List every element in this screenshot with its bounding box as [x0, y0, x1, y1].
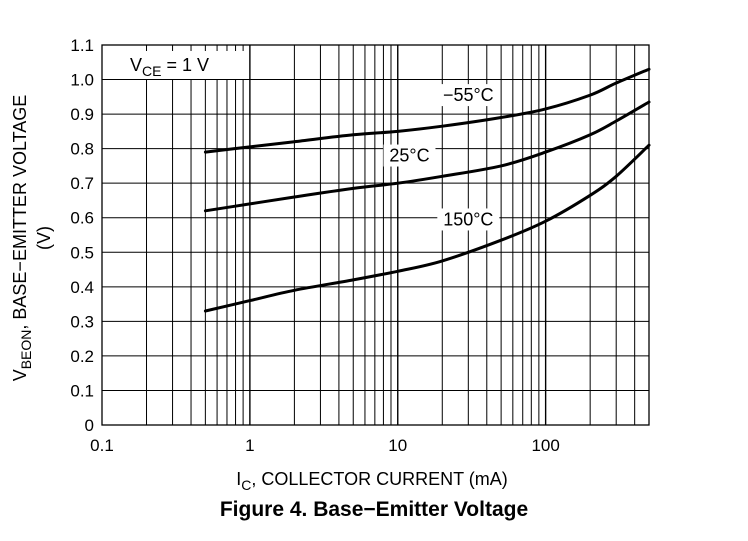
plot-frame: [101, 44, 650, 426]
y-tick-label: 0.2: [70, 347, 94, 366]
figure-caption: Figure 4. Base−Emitter Voltage: [219, 498, 529, 521]
y-axis-label-rest: , BASE−EMITTER VOLTAGE: [10, 95, 30, 330]
vce-main: V: [130, 55, 142, 75]
y-tick-label: 0: [85, 416, 94, 435]
y-tick-label: 1.1: [70, 36, 94, 55]
x-tick-label: 10: [388, 436, 407, 455]
y-axis-label: VBEON, BASE−EMITTER VOLTAGE (V): [10, 95, 54, 382]
curve-label-background: [437, 208, 500, 231]
x-axis-label-main: I: [236, 469, 241, 489]
svg-text:VBEON, BASE−EMITTER VOLTAGE: VBEON, BASE−EMITTER VOLTAGE: [10, 95, 34, 382]
curve-line: [203, 67, 651, 154]
x-tick-label: 1: [245, 436, 254, 455]
vce-rest: = 1 V: [161, 55, 209, 75]
curve-label-background: [437, 84, 500, 107]
y-tick-label: 0.3: [70, 312, 94, 331]
vce-annotation: VCE = 1 V: [124, 51, 244, 79]
x-axis-label-sub: C: [241, 477, 251, 493]
y-axis-label-unit: (V): [34, 226, 54, 250]
y-tick-label: 0.7: [70, 174, 94, 193]
x-axis-label: IC, COLLECTOR CURRENT (mA): [236, 469, 508, 493]
curve-label-background: [383, 144, 436, 167]
tick-labels: 00.10.20.30.40.50.60.70.80.91.01.10.1 1 10…: [70, 36, 559, 455]
curve-label: 150°C: [443, 209, 493, 229]
svg-text:VCE = 1 V: VCE = 1 V: [130, 55, 209, 79]
y-tick-label: 0.1: [70, 381, 94, 400]
y-tick-label: 1.0: [70, 71, 94, 90]
y-axis-label-main: V: [10, 369, 30, 381]
vce-sub: CE: [142, 63, 161, 79]
curve-line: [203, 100, 651, 213]
y-tick-label: 0.8: [70, 140, 94, 159]
x-tick-label: 100: [531, 436, 559, 455]
curve-labels: −55°C 25°C 150°C: [383, 84, 500, 231]
x-axis-label-rest: , COLLECTOR CURRENT (mA): [251, 469, 507, 489]
curve-label: −55°C: [443, 85, 494, 105]
x-tick-label: 0.1: [90, 436, 114, 455]
y-tick-label: 0.5: [70, 243, 94, 262]
y-tick-label: 0.6: [70, 209, 94, 228]
y-tick-label: 0.4: [70, 278, 94, 297]
curve-line: [203, 143, 651, 313]
curve-label: 25°C: [389, 146, 429, 166]
y-tick-label: 0.9: [70, 105, 94, 124]
curves: [203, 67, 651, 313]
y-axis-label-sub: BEON: [18, 330, 34, 370]
